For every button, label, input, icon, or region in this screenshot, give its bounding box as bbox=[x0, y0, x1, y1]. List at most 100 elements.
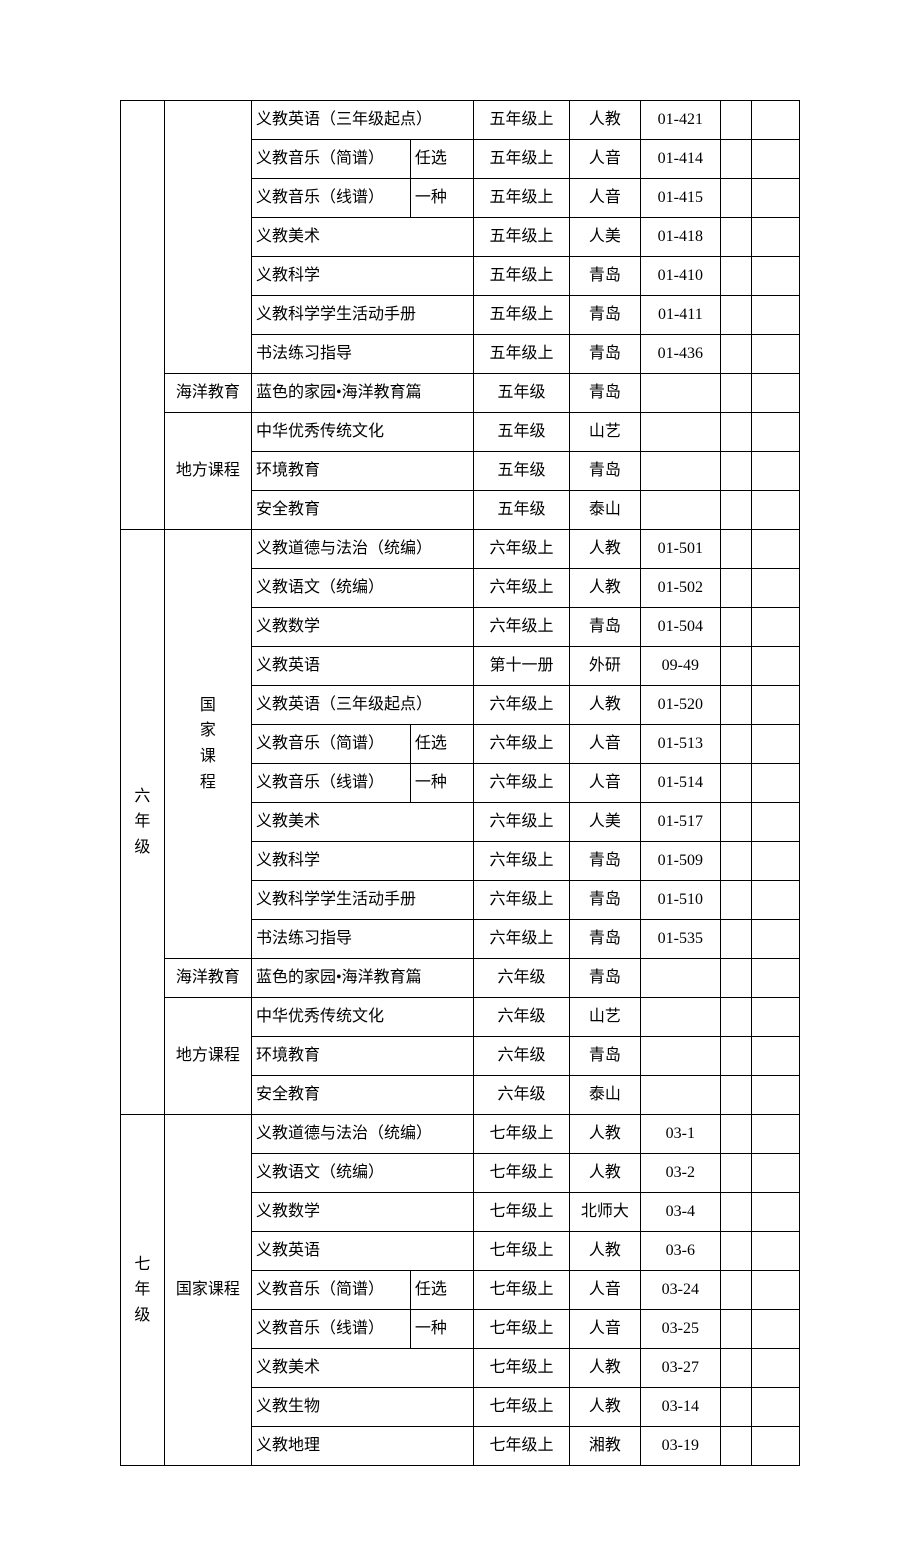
volume-cell: 六年级上 bbox=[474, 803, 569, 842]
volume-cell: 五年级 bbox=[474, 413, 569, 452]
empty-cell bbox=[752, 1076, 800, 1115]
empty-cell bbox=[720, 1115, 752, 1154]
book-name-cell: 义教英语 bbox=[252, 647, 474, 686]
code-cell bbox=[641, 452, 720, 491]
code-cell: 01-504 bbox=[641, 608, 720, 647]
code-cell: 09-49 bbox=[641, 647, 720, 686]
publisher-cell: 人音 bbox=[569, 1271, 640, 1310]
code-cell: 03-14 bbox=[641, 1388, 720, 1427]
empty-cell bbox=[720, 842, 752, 881]
empty-cell bbox=[720, 530, 752, 569]
option-cell: 一种 bbox=[410, 179, 474, 218]
empty-cell bbox=[720, 101, 752, 140]
book-name-cell: 义教美术 bbox=[252, 218, 474, 257]
code-cell: 03-2 bbox=[641, 1154, 720, 1193]
publisher-cell: 人音 bbox=[569, 140, 640, 179]
book-name-cell: 义教科学学生活动手册 bbox=[252, 296, 474, 335]
code-cell bbox=[641, 1076, 720, 1115]
publisher-cell: 人教 bbox=[569, 1115, 640, 1154]
volume-cell: 七年级上 bbox=[474, 1388, 569, 1427]
volume-cell: 五年级 bbox=[474, 374, 569, 413]
empty-cell bbox=[752, 1115, 800, 1154]
empty-cell bbox=[752, 296, 800, 335]
volume-cell: 五年级 bbox=[474, 452, 569, 491]
publisher-cell: 人音 bbox=[569, 1310, 640, 1349]
empty-cell bbox=[752, 569, 800, 608]
empty-cell bbox=[752, 530, 800, 569]
code-cell bbox=[641, 374, 720, 413]
publisher-cell: 青岛 bbox=[569, 374, 640, 413]
code-cell bbox=[641, 491, 720, 530]
publisher-cell: 人教 bbox=[569, 686, 640, 725]
category-cell: 海洋教育 bbox=[164, 959, 251, 998]
volume-cell: 五年级 bbox=[474, 491, 569, 530]
volume-cell: 五年级上 bbox=[474, 140, 569, 179]
empty-cell bbox=[720, 413, 752, 452]
empty-cell bbox=[720, 608, 752, 647]
empty-cell bbox=[752, 1037, 800, 1076]
book-name-cell: 书法练习指导 bbox=[252, 335, 474, 374]
volume-cell: 五年级上 bbox=[474, 218, 569, 257]
code-cell: 01-421 bbox=[641, 101, 720, 140]
empty-cell bbox=[720, 1388, 752, 1427]
empty-cell bbox=[752, 1310, 800, 1349]
code-cell: 03-27 bbox=[641, 1349, 720, 1388]
book-name-cell: 中华优秀传统文化 bbox=[252, 413, 474, 452]
table-row: 地方课程中华优秀传统文化六年级山艺 bbox=[121, 998, 800, 1037]
empty-cell bbox=[720, 686, 752, 725]
code-cell: 01-411 bbox=[641, 296, 720, 335]
book-name-cell: 义教英语 bbox=[252, 1232, 474, 1271]
empty-cell bbox=[720, 1310, 752, 1349]
code-cell: 01-501 bbox=[641, 530, 720, 569]
publisher-cell: 外研 bbox=[569, 647, 640, 686]
empty-cell bbox=[752, 959, 800, 998]
empty-cell bbox=[752, 881, 800, 920]
empty-cell bbox=[752, 998, 800, 1037]
volume-cell: 五年级上 bbox=[474, 179, 569, 218]
publisher-cell: 人音 bbox=[569, 725, 640, 764]
book-name-cell: 义教科学学生活动手册 bbox=[252, 881, 474, 920]
empty-cell bbox=[752, 218, 800, 257]
code-cell: 01-535 bbox=[641, 920, 720, 959]
category-cell: 海洋教育 bbox=[164, 374, 251, 413]
option-cell: 任选 bbox=[410, 725, 474, 764]
code-cell: 03-24 bbox=[641, 1271, 720, 1310]
publisher-cell: 人音 bbox=[569, 179, 640, 218]
option-cell: 任选 bbox=[410, 1271, 474, 1310]
book-name-cell: 义教数学 bbox=[252, 608, 474, 647]
option-cell: 一种 bbox=[410, 764, 474, 803]
volume-cell: 七年级上 bbox=[474, 1232, 569, 1271]
empty-cell bbox=[752, 140, 800, 179]
volume-cell: 六年级上 bbox=[474, 686, 569, 725]
textbook-table: 义教英语（三年级起点）五年级上人教01-421义教音乐（简谱）任选五年级上人音0… bbox=[120, 100, 800, 1466]
book-name-cell: 义教生物 bbox=[252, 1388, 474, 1427]
publisher-cell: 青岛 bbox=[569, 257, 640, 296]
empty-cell bbox=[720, 218, 752, 257]
empty-cell bbox=[720, 335, 752, 374]
option-cell: 一种 bbox=[410, 1310, 474, 1349]
code-cell: 01-414 bbox=[641, 140, 720, 179]
code-cell: 01-415 bbox=[641, 179, 720, 218]
volume-cell: 六年级上 bbox=[474, 764, 569, 803]
code-cell: 01-509 bbox=[641, 842, 720, 881]
book-name-cell: 中华优秀传统文化 bbox=[252, 998, 474, 1037]
empty-cell bbox=[720, 881, 752, 920]
empty-cell bbox=[720, 1037, 752, 1076]
publisher-cell: 人教 bbox=[569, 1388, 640, 1427]
book-name-cell: 义教美术 bbox=[252, 803, 474, 842]
publisher-cell: 山艺 bbox=[569, 413, 640, 452]
code-cell: 01-502 bbox=[641, 569, 720, 608]
category-cell: 国家课程 bbox=[164, 530, 251, 959]
book-name-cell: 义教美术 bbox=[252, 1349, 474, 1388]
book-name-cell: 义教音乐（简谱） bbox=[252, 725, 411, 764]
empty-cell bbox=[752, 452, 800, 491]
volume-cell: 五年级上 bbox=[474, 296, 569, 335]
volume-cell: 七年级上 bbox=[474, 1310, 569, 1349]
volume-cell: 五年级上 bbox=[474, 257, 569, 296]
publisher-cell: 青岛 bbox=[569, 1037, 640, 1076]
empty-cell bbox=[720, 803, 752, 842]
empty-cell bbox=[720, 920, 752, 959]
volume-cell: 六年级上 bbox=[474, 920, 569, 959]
book-name-cell: 义教道德与法治（统编） bbox=[252, 1115, 474, 1154]
book-name-cell: 义教英语（三年级起点） bbox=[252, 101, 474, 140]
